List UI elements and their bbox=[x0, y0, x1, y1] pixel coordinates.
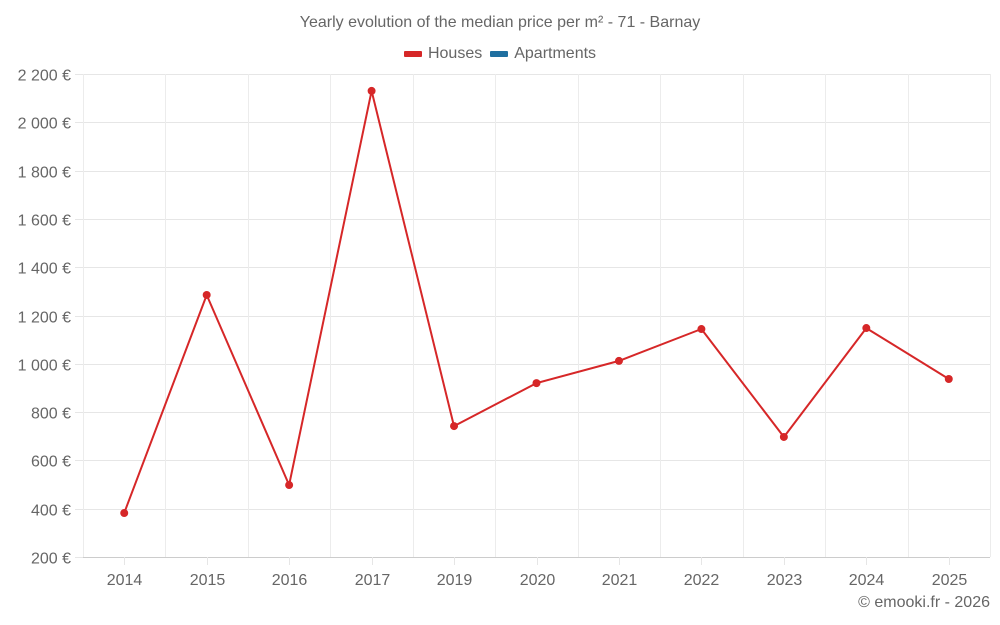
x-tick-label: 2017 bbox=[355, 572, 391, 589]
y-tick-label: 2 200 € bbox=[18, 68, 71, 85]
legend-label-houses: Houses bbox=[427, 45, 483, 62]
y-tick-label: 600 € bbox=[31, 454, 71, 471]
y-axis: 200 € 400 € 600 € 800 € 1 000 € 1 200 € 1 400 … bbox=[18, 68, 71, 568]
houses-series bbox=[120, 86, 953, 518]
x-tick-label: 2015 bbox=[190, 572, 226, 589]
legend-item-houses[interactable]: Houses bbox=[403, 45, 483, 63]
x-tick-label: 2019 bbox=[437, 572, 473, 589]
houses-swatch-icon bbox=[403, 51, 422, 57]
grid bbox=[75, 74, 991, 558]
apartments-swatch-icon bbox=[490, 51, 509, 57]
data-point[interactable] bbox=[862, 324, 871, 333]
data-point[interactable] bbox=[120, 509, 129, 518]
data-point[interactable] bbox=[779, 432, 788, 441]
data-point[interactable] bbox=[944, 375, 953, 384]
data-point[interactable] bbox=[532, 379, 541, 388]
data-point[interactable] bbox=[450, 422, 459, 431]
x-tick-label: 2022 bbox=[684, 572, 720, 589]
y-tick-label: 1 400 € bbox=[18, 261, 71, 278]
x-tick-label: 2016 bbox=[272, 572, 308, 589]
x-tick-label: 2021 bbox=[602, 572, 638, 589]
data-point[interactable] bbox=[614, 356, 623, 365]
data-point[interactable] bbox=[202, 290, 211, 299]
x-axis: 2014 2015 2016 2017 2019 2020 2021 2022 2023 2024… bbox=[83, 557, 990, 589]
y-tick-label: 1 000 € bbox=[18, 358, 71, 375]
legend-label-apartments: Apartments bbox=[514, 45, 597, 62]
chart-title: Yearly evolution of the median price per… bbox=[299, 14, 701, 31]
x-tick-label: 2023 bbox=[767, 572, 803, 589]
y-tick-label: 800 € bbox=[31, 406, 71, 423]
y-tick-label: 1 200 € bbox=[18, 310, 71, 327]
credit: © emooki.fr - 2026 bbox=[858, 594, 990, 611]
data-point[interactable] bbox=[697, 325, 706, 334]
x-tick-label: 2025 bbox=[932, 572, 968, 589]
y-tick-label: 400 € bbox=[31, 503, 71, 520]
data-point[interactable] bbox=[367, 86, 376, 95]
y-tick-label: 200 € bbox=[31, 551, 71, 568]
y-tick-label: 1 800 € bbox=[18, 165, 71, 182]
y-tick-label: 1 600 € bbox=[18, 213, 71, 230]
data-point[interactable] bbox=[285, 481, 294, 490]
x-tick-label: 2014 bbox=[107, 572, 143, 589]
y-tick-label: 2 000 € bbox=[18, 116, 71, 133]
legend: Houses Apartments bbox=[0, 45, 1000, 63]
x-tick-label: 2020 bbox=[520, 572, 556, 589]
x-tick-label: 2024 bbox=[849, 572, 885, 589]
legend-item-apartments[interactable]: Apartments bbox=[490, 45, 596, 63]
